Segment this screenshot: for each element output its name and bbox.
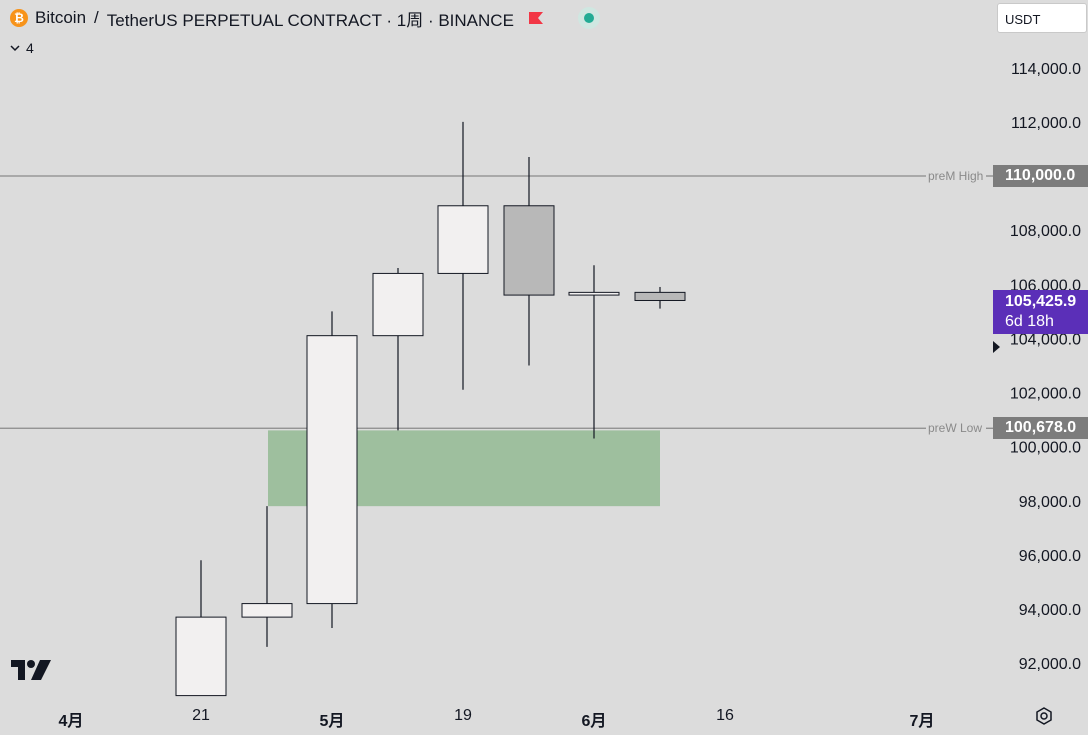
- price-axis-label: 114,000.0: [1011, 61, 1081, 78]
- candle-body: [306, 335, 358, 605]
- currency-value: USDT: [1005, 12, 1041, 27]
- price-axis-label: 104,000.0: [1010, 331, 1081, 348]
- time-axis-label: 21: [192, 707, 210, 724]
- time-axis-label: 16: [716, 707, 734, 724]
- tradingview-logo-icon[interactable]: [10, 658, 52, 682]
- time-axis-label: 6月: [581, 713, 607, 730]
- scale-marker-icon[interactable]: [993, 341, 1000, 353]
- candle-body: [175, 616, 227, 697]
- candle[interactable]: [372, 268, 424, 431]
- price-axis-label: 108,000.0: [1010, 223, 1081, 240]
- price-axis-label: 102,000.0: [1010, 386, 1081, 403]
- prew-low-value: 100,678.0: [993, 417, 1088, 440]
- candle[interactable]: [241, 506, 293, 647]
- market-status-icon[interactable]: [577, 7, 600, 29]
- prew-low-label: preW Low: [928, 421, 983, 436]
- candle[interactable]: [437, 121, 489, 390]
- time-axis-label: 4月: [58, 713, 84, 730]
- time-axis-label: 5月: [319, 713, 345, 730]
- time-axis[interactable]: 4月 21 5月 19 6月 16 7月: [0, 700, 1088, 735]
- flag-icon[interactable]: [528, 11, 544, 25]
- time-axis-label: 7月: [909, 713, 935, 730]
- settings-gear-icon[interactable]: [1034, 706, 1054, 726]
- candle-body: [568, 291, 620, 296]
- candle[interactable]: [503, 157, 555, 366]
- price-axis-label: 98,000.0: [1019, 494, 1081, 511]
- candle[interactable]: [175, 560, 227, 697]
- time-axis-label: 19: [454, 707, 472, 724]
- chevron-down-icon: [10, 45, 20, 52]
- candle[interactable]: [306, 311, 358, 628]
- price-axis-label: 92,000.0: [1019, 656, 1081, 673]
- symbol-description[interactable]: TetherUS PERPETUAL CONTRACT · 1周 · BINAN…: [106, 10, 514, 30]
- symbol-separator: /: [94, 8, 99, 27]
- candle-body: [634, 291, 686, 301]
- bar-countdown: 6d 18h: [1005, 313, 1054, 330]
- indicators-toggle[interactable]: 4: [10, 40, 34, 56]
- candle-body: [372, 272, 424, 337]
- candle[interactable]: [634, 286, 686, 309]
- candle-body: [437, 205, 489, 274]
- chart-header: ₿ Bitcoin / TetherUS PERPETUAL CONTRACT …: [0, 0, 990, 36]
- price-axis-label: 96,000.0: [1019, 548, 1081, 565]
- price-chart[interactable]: 114,000.0112,000.0108,000.0106,000.0104,…: [0, 0, 1088, 700]
- candle-body: [241, 603, 293, 618]
- prem-high-label: preM High: [928, 169, 984, 183]
- price-axis-label: 94,000.0: [1019, 602, 1081, 619]
- current-price: 105,425.9: [1005, 293, 1077, 310]
- indicator-count: 4: [26, 40, 34, 56]
- currency-select[interactable]: USDT: [997, 3, 1087, 33]
- bitcoin-icon: ₿: [10, 9, 28, 27]
- current-price-tag: 105,425.9 6d 18h: [993, 290, 1088, 334]
- price-axis[interactable]: 114,000.0112,000.0108,000.0106,000.0104,…: [1010, 61, 1081, 673]
- candle-body: [503, 205, 555, 296]
- prem-high-value: 110,000.0: [993, 165, 1088, 187]
- candle[interactable]: [568, 265, 620, 439]
- price-axis-label: 112,000.0: [1011, 115, 1081, 132]
- symbol-name[interactable]: Bitcoin: [35, 8, 87, 27]
- price-axis-label: 100,000.0: [1010, 440, 1081, 457]
